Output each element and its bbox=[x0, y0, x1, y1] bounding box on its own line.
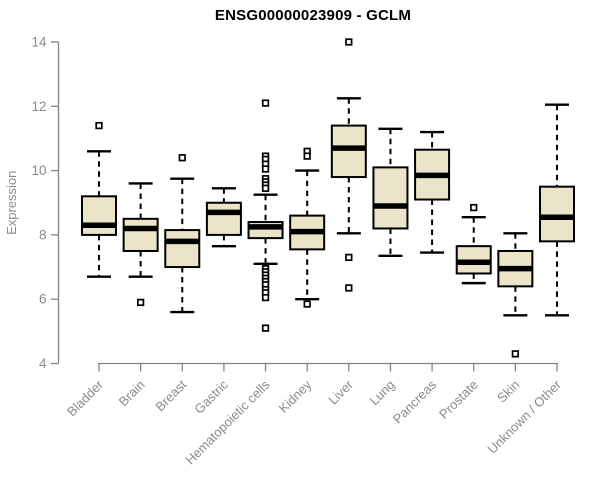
chart-title: ENSG00000023909 - GCLM bbox=[214, 7, 412, 24]
y-tick-label: 4 bbox=[39, 356, 47, 371]
boxplot-hematopoietic-cells bbox=[247, 99, 284, 332]
boxplot-bladder bbox=[81, 121, 117, 278]
boxplot-breast bbox=[164, 154, 201, 314]
x-tick-label: Breast bbox=[152, 377, 189, 414]
x-tick-label: Unknown / Other bbox=[485, 377, 565, 457]
outlier-point bbox=[261, 184, 270, 192]
boxplot-kidney bbox=[289, 147, 326, 308]
outlier-point bbox=[95, 121, 103, 130]
x-tick-label: Kidney bbox=[276, 377, 315, 416]
x-tick-label: Liver bbox=[325, 377, 356, 408]
boxplot-gastric bbox=[205, 187, 242, 248]
x-tick-label: Lung bbox=[367, 377, 398, 408]
iqr-box bbox=[81, 195, 117, 236]
outlier-point bbox=[470, 203, 478, 212]
x-tick-label: Brain bbox=[116, 377, 148, 409]
boxplot-prostate bbox=[455, 203, 492, 285]
outlier-point bbox=[261, 324, 270, 332]
iqr-box bbox=[538, 185, 575, 243]
iqr-box bbox=[164, 229, 201, 269]
boxplot-liver bbox=[330, 38, 367, 292]
boxplot-skin bbox=[497, 232, 534, 358]
iqr-box bbox=[372, 166, 409, 230]
outlier-point bbox=[303, 300, 311, 308]
outlier-point bbox=[261, 99, 270, 107]
outlier-point bbox=[345, 284, 353, 292]
boxplot-unknown-other bbox=[538, 103, 575, 317]
x-tick-label: Gastric bbox=[191, 377, 231, 417]
x-tick-label: Skin bbox=[494, 377, 522, 405]
boxplot-brain bbox=[122, 182, 159, 307]
x-tick-label: Prostate bbox=[436, 377, 481, 422]
x-tick-label: Pancreas bbox=[390, 377, 440, 427]
outlier-point bbox=[345, 38, 353, 46]
outlier-point bbox=[511, 350, 520, 358]
iqr-box bbox=[330, 124, 367, 179]
boxplot-pancreas bbox=[414, 130, 451, 254]
outlier-point bbox=[136, 298, 145, 307]
outlier-point bbox=[303, 152, 311, 160]
y-tick-label: 6 bbox=[39, 292, 47, 307]
y-tick-label: 12 bbox=[31, 99, 46, 114]
y-axis-title: Expression bbox=[4, 171, 19, 235]
outlier-point bbox=[178, 154, 186, 162]
y-tick-label: 8 bbox=[39, 227, 47, 242]
y-tick-label: 10 bbox=[31, 163, 46, 178]
x-tick-label: Bladder bbox=[64, 377, 107, 420]
outlier-point bbox=[345, 253, 353, 262]
iqr-box bbox=[205, 201, 242, 236]
boxplot-lung bbox=[372, 127, 409, 257]
y-tick-label: 14 bbox=[31, 35, 47, 50]
outlier-point bbox=[261, 165, 270, 173]
outlier-point bbox=[261, 293, 270, 302]
iqr-box bbox=[122, 217, 159, 252]
